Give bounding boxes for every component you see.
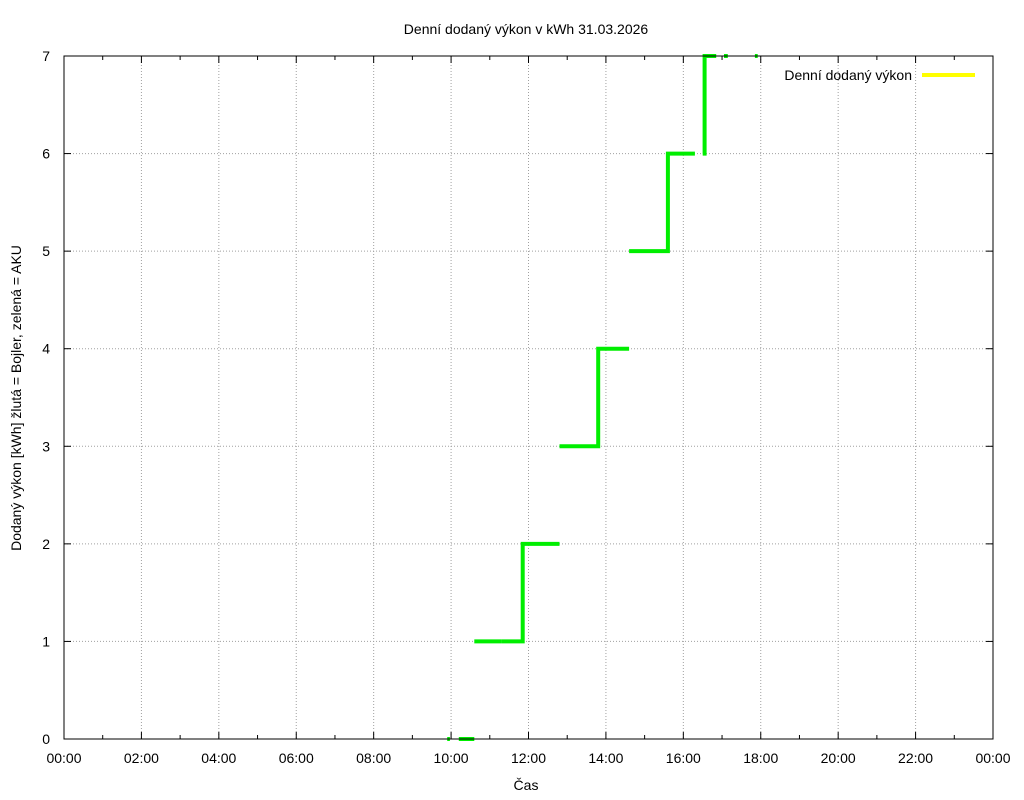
x-tick-label: 06:00: [279, 750, 314, 766]
grid: [64, 56, 993, 739]
y-tick-label: 1: [42, 633, 50, 649]
x-axis-label: Čas: [514, 777, 539, 793]
y-axis-label: Dodaný výkon [kWh] žlutá = Bojler, zelen…: [8, 245, 24, 551]
x-tick-label: 00:00: [46, 750, 81, 766]
series-1-segment: [559, 346, 630, 449]
x-tick-label: 12:00: [511, 750, 546, 766]
x-tick-label: 10:00: [434, 750, 469, 766]
y-tick-label: 7: [42, 48, 50, 64]
y-tick-labels: 0 1 2 3 4 5 6 7: [42, 48, 50, 747]
x-tick-label: 04:00: [201, 750, 236, 766]
x-tick-label: 20:00: [821, 750, 856, 766]
y-tick-label: 5: [42, 243, 50, 259]
x-tick-label: 08:00: [356, 750, 391, 766]
y-tick-label: 6: [42, 146, 50, 162]
x-tick-labels: 00:00 02:00 04:00 06:00 08:00 10:00 12:00 14:00…: [46, 750, 1010, 766]
y-tick-label: 3: [42, 438, 50, 454]
x-tick-label: 02:00: [124, 750, 159, 766]
x-tick-label: 16:00: [666, 750, 701, 766]
x-tick-label: 00:00: [975, 750, 1010, 766]
x-tick-label: 18:00: [743, 750, 778, 766]
legend-label: Denní dodaný výkon: [784, 67, 912, 83]
chart-title: Denní dodaný výkon v kWh 31.03.2026: [404, 21, 649, 37]
x-tick-label: 14:00: [588, 750, 623, 766]
series-1-segment: [629, 151, 695, 254]
legend: Denní dodaný výkon: [784, 67, 975, 83]
series-1-segment: [501, 541, 560, 644]
x-tick-label: 22:00: [898, 750, 933, 766]
y-tick-label: 0: [42, 731, 50, 747]
y-tick-label: 4: [42, 341, 50, 357]
axis-ticks: [63, 55, 994, 740]
y-tick-label: 2: [42, 536, 50, 552]
